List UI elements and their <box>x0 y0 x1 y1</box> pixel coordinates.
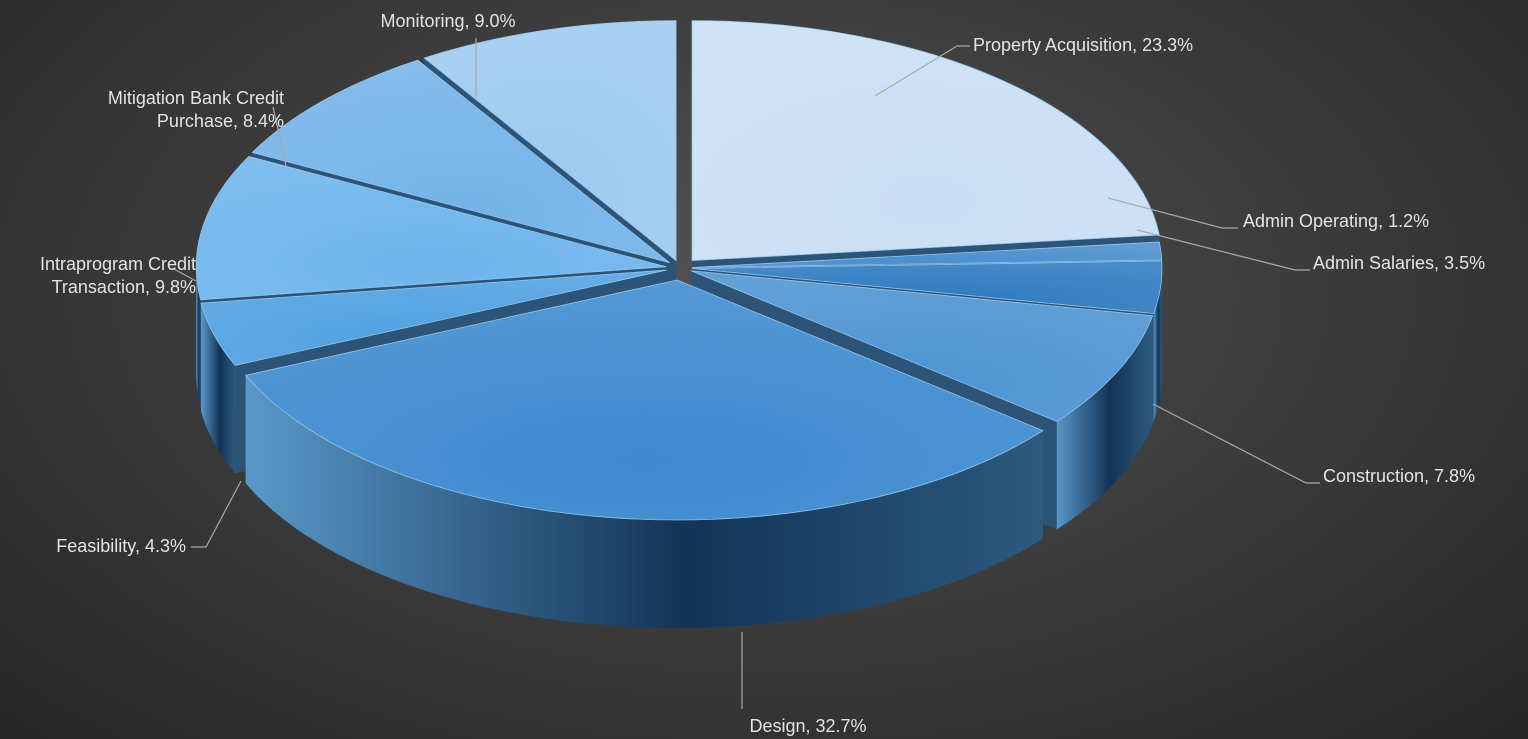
slice-label-mitigation-bank-credit-purchase-line-2: Purchase, 8.4% <box>157 111 284 131</box>
pie-slice-shine-mitigation-bank-credit-purchase <box>252 60 670 263</box>
pie-tops <box>195 20 1163 521</box>
slice-label-admin-salaries: Admin Salaries, 3.5% <box>1313 253 1485 273</box>
slice-label-intraprogram-credit-transaction-line-2: Transaction, 9.8% <box>52 277 196 297</box>
slice-label-intraprogram-credit-transaction-line-1: Intraprogram Credit <box>40 254 196 274</box>
pie-slice-side-admin-salaries <box>1153 268 1162 422</box>
leader-line-construction <box>1152 403 1320 484</box>
pie-slice-side-intraprogram-credit-transaction <box>196 266 201 408</box>
pie-slice-shine-construction <box>690 270 1153 422</box>
pie-slice-side-design <box>245 375 1043 628</box>
leader-line-feasibility <box>191 480 242 548</box>
slice-label-mitigation-bank-credit-purchase-line-1: Mitigation Bank Credit <box>108 88 284 108</box>
pie-slice-shine-admin-salaries <box>691 260 1162 314</box>
leader-line-mitigation-bank-credit-purchase <box>272 106 287 167</box>
slice-label-design: Design, 32.7% <box>749 716 866 736</box>
slice-label-feasibility: Feasibility, 4.3% <box>56 536 186 556</box>
leader-lines <box>171 38 1320 709</box>
slice-label-property-acquisition: Property Acquisition, 23.3% <box>973 35 1193 55</box>
pie-slice-side-feasibility <box>201 303 236 474</box>
slice-label-construction: Construction, 7.8% <box>1323 466 1475 486</box>
pie-slice-shine-feasibility <box>201 270 667 366</box>
leader-line-admin-operating <box>1107 197 1238 229</box>
pie-slice-shine-property-acquisition <box>692 20 1160 261</box>
pie-slice-side-construction <box>1056 315 1153 530</box>
pie-slice-shine-design <box>245 279 1043 520</box>
pie-slice-shine-intraprogram-credit-transaction <box>196 156 667 300</box>
slice-label-admin-operating: Admin Operating, 1.2% <box>1243 211 1429 231</box>
leader-line-admin-salaries <box>1136 229 1310 271</box>
leader-line-intraprogram-credit-transaction <box>171 267 197 282</box>
pie-slice-shine-admin-operating <box>691 241 1162 268</box>
pie-slice-shine-monitoring <box>424 20 677 261</box>
leader-line-property-acquisition <box>874 45 970 97</box>
slice-labels: Property Acquisition, 23.3% Admin Operati… <box>40 11 1485 736</box>
slice-label-monitoring: Monitoring, 9.0% <box>380 11 515 31</box>
